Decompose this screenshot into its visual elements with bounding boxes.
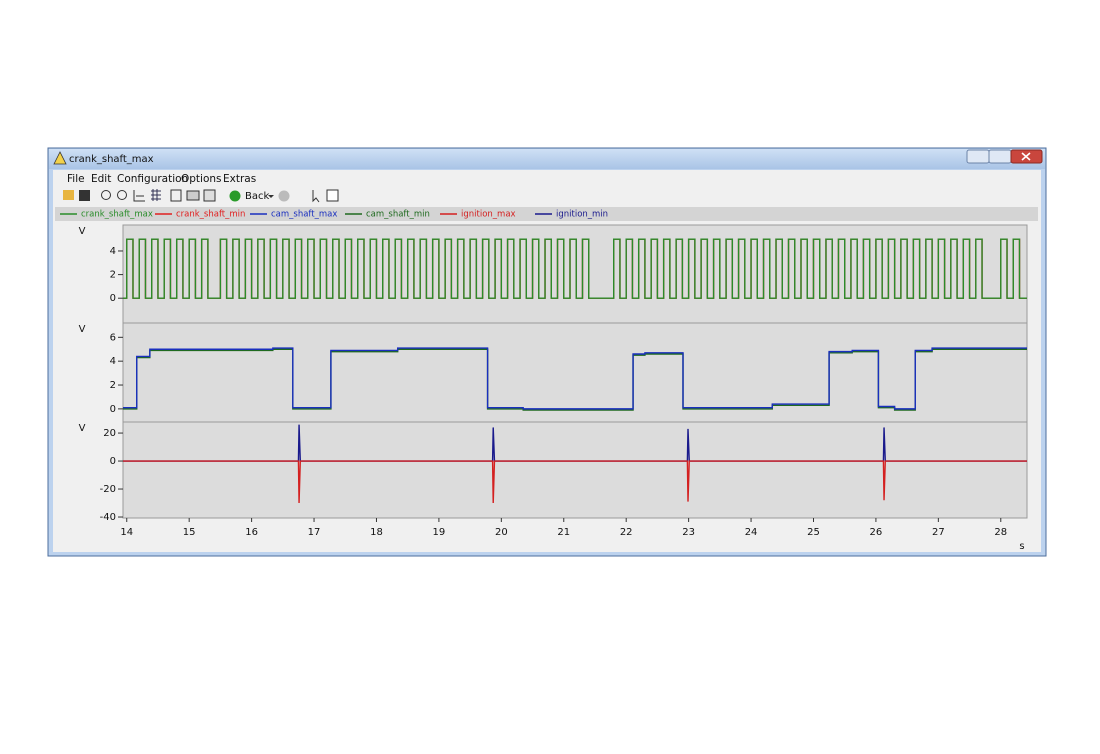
legend-label: ignition_max <box>461 210 516 220</box>
x-tick-label: 16 <box>245 527 258 538</box>
x-tick-label: 24 <box>745 527 758 538</box>
back-icon[interactable] <box>229 190 241 202</box>
copy-button[interactable] <box>170 189 182 202</box>
y-tick-label: 20 <box>103 428 116 439</box>
legend: crank_shaft_max crank_shaft_min cam_shaft_… <box>60 210 608 220</box>
menu-item[interactable]: Configuration <box>117 173 188 185</box>
y-tick-label: 2 <box>110 270 116 281</box>
signal-trace <box>123 460 1027 504</box>
y-tick-label: 4 <box>110 356 116 367</box>
x-tick-label: 15 <box>183 527 196 538</box>
help-button[interactable] <box>326 189 339 202</box>
menu-item[interactable]: Edit <box>91 173 111 185</box>
minimize-button[interactable] <box>966 149 990 164</box>
zoom-button[interactable] <box>101 190 111 200</box>
legend-label: ignition_min <box>556 210 608 220</box>
zoom-reset-button[interactable] <box>117 190 127 200</box>
x-tick-label: 25 <box>807 527 820 538</box>
title-bar <box>49 149 1045 169</box>
signal-trace <box>123 348 1027 411</box>
close-icon <box>1021 152 1031 161</box>
traces <box>123 238 1027 504</box>
x-tick-label: 22 <box>620 527 633 538</box>
y-tick-label: 0 <box>110 293 116 304</box>
maximize-button[interactable] <box>988 149 1012 164</box>
y-tick-label: 0 <box>110 456 116 467</box>
export-button[interactable] <box>203 189 216 202</box>
menu-item[interactable]: Options <box>181 173 222 185</box>
pointer-button[interactable] <box>312 190 320 203</box>
y-tick-label: 0 <box>110 404 116 415</box>
x-tick-label: 27 <box>932 527 945 538</box>
signal-trace <box>123 347 1027 410</box>
x-tick-label: 20 <box>495 527 508 538</box>
save-button[interactable] <box>79 190 90 201</box>
menu-item[interactable]: File <box>67 173 85 185</box>
y-axis-label: V <box>79 423 86 434</box>
x-tick-label: 14 <box>120 527 133 538</box>
y-tick-label: -40 <box>100 512 116 523</box>
y-tick-label: 2 <box>110 380 116 391</box>
signal-trace <box>123 238 1027 299</box>
legend-label: cam_shaft_min <box>366 210 430 220</box>
x-tick-label: 21 <box>557 527 570 538</box>
legend-label: crank_shaft_min <box>176 210 245 220</box>
legend-label: crank_shaft_max <box>81 210 153 220</box>
y-axis-label: V <box>79 226 86 237</box>
print-button[interactable] <box>186 190 200 201</box>
y-tick-label: 6 <box>110 332 116 343</box>
legend-label: cam_shaft_max <box>271 210 337 220</box>
y-tick-label: -20 <box>100 484 116 495</box>
back-dropdown[interactable] <box>268 195 274 198</box>
y-axis-label: V <box>79 324 86 335</box>
y-tick-label: 4 <box>110 246 116 257</box>
forward-button[interactable] <box>278 190 290 202</box>
window-title: crank_shaft_max <box>69 154 154 165</box>
back-button[interactable]: Back <box>245 191 269 202</box>
menu-item[interactable]: Extras <box>223 173 256 185</box>
x-tick-label: 28 <box>994 527 1007 538</box>
x-tick-label: 17 <box>308 527 321 538</box>
x-tick-label: 19 <box>433 527 446 538</box>
x-tick-label: 18 <box>370 527 383 538</box>
app-icon <box>53 151 67 165</box>
x-tick-label: 23 <box>682 527 695 538</box>
x-axis-label: s <box>1019 541 1024 552</box>
plot-area <box>122 224 1028 519</box>
axis-button[interactable] <box>133 190 145 202</box>
menu-bar: File Edit Configuration Options Extras <box>67 173 256 185</box>
x-tick-label: 26 <box>870 527 883 538</box>
toolbar: Back <box>63 189 339 203</box>
open-button[interactable] <box>63 190 74 200</box>
grid-button[interactable] <box>151 189 161 201</box>
